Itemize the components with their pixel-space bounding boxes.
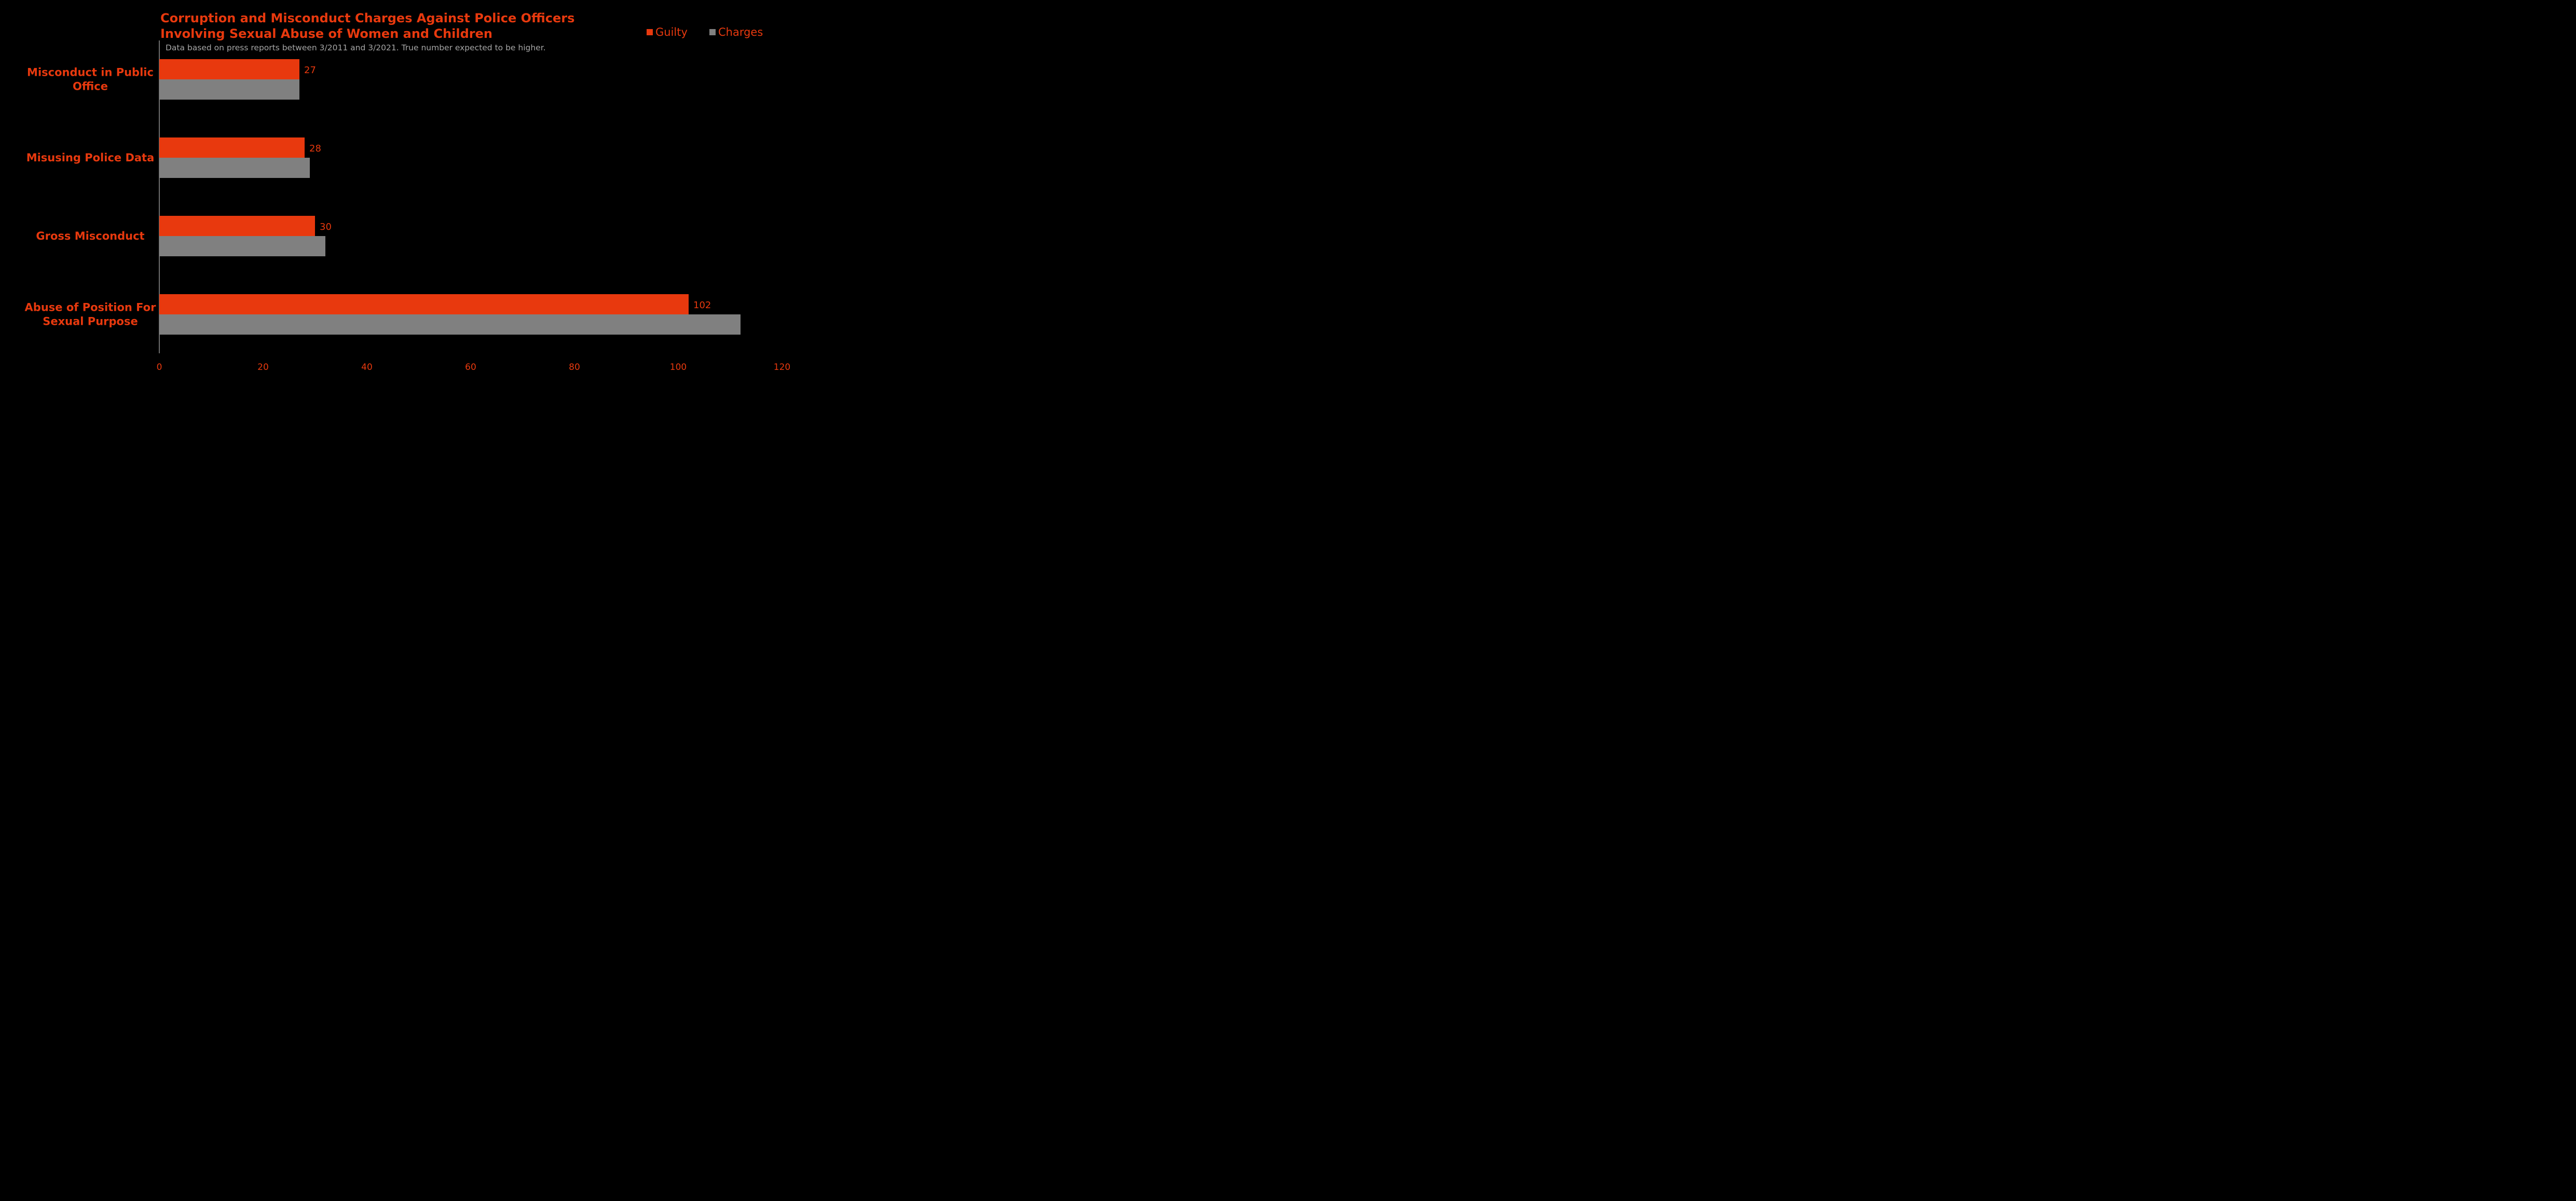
chart-container: Corruption and Misconduct Charges Agains… bbox=[0, 0, 814, 379]
category-label: Misconduct in Public bbox=[27, 66, 154, 79]
data-label-guilty: 28 bbox=[309, 143, 321, 154]
data-label-guilty: 30 bbox=[320, 222, 332, 232]
legend-swatch-charges bbox=[709, 29, 716, 35]
data-label-guilty: 102 bbox=[693, 300, 711, 311]
bar-guilty bbox=[159, 137, 305, 158]
data-label-guilty: 27 bbox=[304, 65, 316, 76]
chart-subtitle: Data based on press reports between 3/20… bbox=[166, 43, 546, 52]
x-tick-label: 0 bbox=[157, 362, 162, 372]
legend-label-charges: Charges bbox=[718, 26, 763, 38]
category-label: Gross Misconduct bbox=[36, 230, 144, 242]
bar-guilty bbox=[159, 59, 299, 79]
bar-charges bbox=[159, 158, 310, 178]
bar-chart-svg: Corruption and Misconduct Charges Agains… bbox=[25, 11, 791, 372]
bar-charges bbox=[159, 79, 299, 100]
legend-swatch-guilty bbox=[647, 29, 653, 35]
x-tick-label: 80 bbox=[569, 362, 580, 372]
category-label: Abuse of Position For bbox=[25, 301, 157, 314]
chart-title-line: Corruption and Misconduct Charges Agains… bbox=[160, 11, 574, 25]
x-tick-label: 20 bbox=[257, 362, 269, 372]
category-label: Office bbox=[73, 80, 108, 93]
category-label: Sexual Purpose bbox=[43, 315, 138, 328]
x-tick-label: 120 bbox=[774, 362, 790, 372]
bar-guilty bbox=[159, 216, 315, 236]
category-label: Misusing Police Data bbox=[26, 151, 155, 164]
x-tick-label: 40 bbox=[361, 362, 373, 372]
x-tick-label: 100 bbox=[670, 362, 687, 372]
legend-label-guilty: Guilty bbox=[655, 26, 688, 38]
bar-guilty bbox=[159, 294, 689, 314]
x-tick-label: 60 bbox=[465, 362, 476, 372]
bar-charges bbox=[159, 236, 325, 256]
chart-title-line: Involving Sexual Abuse of Women and Chil… bbox=[160, 26, 492, 41]
bar-charges bbox=[159, 314, 741, 335]
